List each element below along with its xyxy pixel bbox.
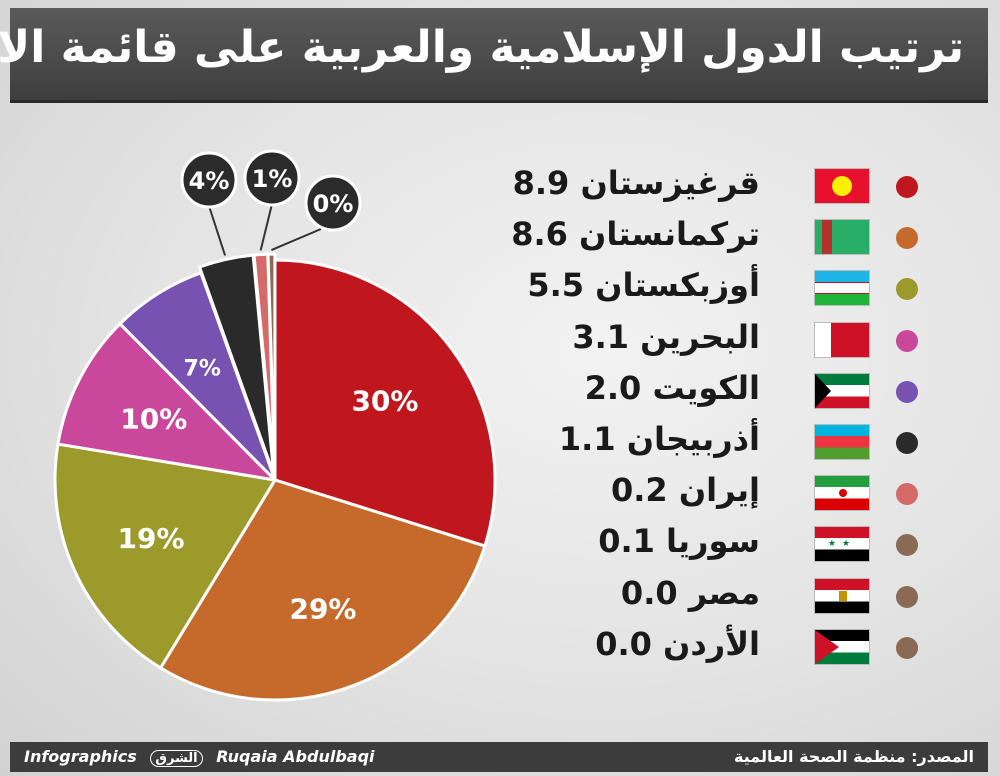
iran-flag-icon — [814, 475, 870, 512]
legend-value: 0.0 — [595, 624, 652, 663]
legend-country: إيران — [667, 471, 760, 510]
legend-color-dot — [896, 176, 918, 198]
legend-item: البحرين 3.1 — [500, 318, 960, 358]
legend-label: قرغيزستان 8.9 — [440, 164, 760, 202]
slice-label: 19% — [117, 522, 184, 555]
legend-value: 0.1 — [598, 522, 655, 561]
legend-color-dot — [896, 432, 918, 454]
legend-item: أذربيجان 1.1 — [500, 420, 960, 460]
legend-item: ★★ سوريا 0.1 — [500, 522, 960, 563]
legend-label: أوزبكستان 5.5 — [440, 266, 760, 304]
title-bar: ترتيب الدول الإسلامية والعربية على قائمة… — [0, 8, 988, 103]
legend-value: 2.0 — [584, 368, 642, 407]
legend-label: إيران 0.2 — [440, 471, 760, 509]
legend-item: الأردن 0.0 — [500, 625, 960, 665]
pie-slice — [273, 258, 497, 548]
slice-label: 29% — [289, 593, 356, 626]
callout-bubble — [243, 149, 301, 207]
legend-value: 5.5 — [527, 266, 584, 305]
legend-country: أذربيجان — [615, 420, 760, 458]
jordan-flag-icon — [814, 628, 870, 665]
legend-country: الأردن — [651, 624, 760, 663]
pie-slice — [53, 442, 278, 670]
legend-color-dot — [896, 380, 918, 403]
legend-color-dot — [896, 329, 918, 352]
uzbekistan-flag-icon — [814, 270, 870, 307]
syria-flag-icon: ★★ — [814, 526, 870, 563]
legend-color-dot — [896, 636, 918, 659]
legend-item: الكويت 2.0 — [500, 369, 960, 409]
bahrain-flag-icon — [814, 321, 870, 358]
legend-label: سوريا 0.1 — [440, 522, 760, 560]
legend-country: الكويت — [641, 368, 760, 407]
legend-country: البحرين — [629, 317, 760, 356]
legend-country: سوريا — [654, 522, 760, 561]
legend-value: 1.1 — [558, 420, 616, 458]
legend-color-dot — [896, 483, 918, 506]
legend-country: أوزبكستان — [584, 266, 760, 305]
slice-label: 0% — [313, 190, 354, 218]
kyrgyzstan-flag-icon — [814, 168, 870, 204]
azerbaijan-flag-icon — [814, 424, 870, 460]
legend-value: 8.6 — [511, 215, 568, 254]
legend-value: 8.9 — [512, 164, 570, 202]
legend-value: 0.2 — [611, 471, 668, 510]
legend-color-dot — [896, 534, 918, 557]
pie-slice — [266, 252, 277, 475]
footer-source: المصدر: منظمة الصحة العالمية — [734, 747, 974, 766]
pie-slice — [56, 321, 280, 483]
publisher-logo: الشرق — [150, 750, 203, 767]
legend-country: تركمانستان — [567, 215, 760, 254]
legend-label: الأردن 0.0 — [440, 625, 760, 663]
callout-line — [208, 205, 227, 256]
kuwait-flag-icon — [814, 372, 870, 409]
slice-label: 4% — [189, 167, 230, 195]
legend-item: مصر 0.0 — [500, 574, 960, 614]
legend-label: مصر 0.0 — [440, 574, 760, 612]
egypt-flag-icon — [814, 577, 870, 614]
slice-label: 10% — [120, 402, 187, 435]
legend-color-dot — [896, 227, 918, 250]
slice-label: 30% — [351, 384, 418, 417]
footer-author: Ruqaia Abdulbaqi — [216, 747, 375, 766]
footer-credit: Infographics الشرق Ruqaia Abdulbaqi — [24, 747, 375, 767]
callout-line — [259, 203, 273, 251]
slice-label: 7% — [184, 357, 221, 382]
legend-country: قرغيزستان — [569, 164, 760, 202]
callout-bubble — [304, 174, 362, 232]
legend-item: قرغيزستان 8.9 — [500, 164, 960, 204]
legend-label: البحرين 3.1 — [440, 318, 760, 356]
legend-country: مصر — [677, 573, 760, 612]
legend-label: تركمانستان 8.6 — [440, 215, 760, 253]
slice-label: 1% — [252, 165, 293, 193]
legend-color-dot — [896, 278, 918, 301]
footer-bar: Infographics الشرق Ruqaia Abdulbaqi المص… — [10, 742, 988, 772]
legend-value: 3.1 — [572, 317, 630, 356]
footer-credit-prefix: Infographics — [24, 747, 137, 766]
legend-item: تركمانستان 8.6 — [500, 215, 960, 256]
turkmenistan-flag-icon — [814, 219, 870, 256]
legend-item: إيران 0.2 — [500, 471, 960, 512]
callout-bubble — [180, 151, 238, 209]
legend-label: أذربيجان 1.1 — [440, 420, 760, 458]
callout-line — [271, 228, 322, 251]
legend-item: أوزبكستان 5.5 — [500, 266, 960, 307]
legend-label: الكويت 2.0 — [440, 369, 760, 407]
legend-color-dot — [896, 585, 918, 608]
legend-value: 0.0 — [620, 573, 678, 612]
chart-title: ترتيب الدول الإسلامية والعربية على قائمة… — [0, 22, 964, 73]
